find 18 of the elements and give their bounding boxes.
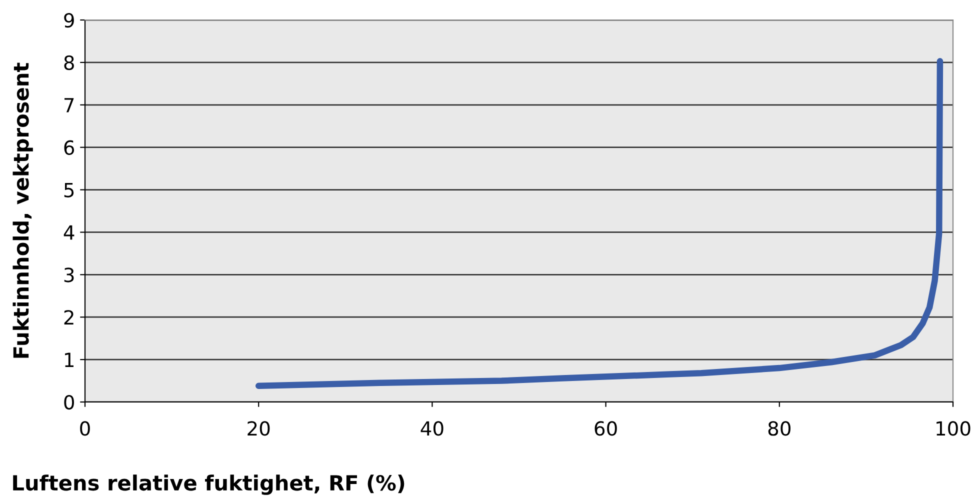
y-tick-label: 8 <box>64 55 74 70</box>
x-tick-label: 20 <box>248 421 270 436</box>
y-tick-label: 6 <box>64 140 74 155</box>
y-tick-label: 7 <box>64 98 74 112</box>
y-tick-label: 0 <box>64 394 74 410</box>
x-tick-label: 60 <box>594 421 617 436</box>
y-axis-title: Fuktinnhold, vektprosent <box>12 62 33 358</box>
x-tick-label: 40 <box>420 421 444 436</box>
y-tick-label: 3 <box>64 268 74 282</box>
x-axis-title: Luftens relative fuktighet, RF (%) <box>13 474 404 495</box>
x-tick-label: 100 <box>936 421 970 436</box>
y-tick-label: 2 <box>64 310 74 324</box>
x-tick-label: 80 <box>768 421 790 436</box>
x-tick-label: 0 <box>80 421 90 436</box>
y-tick-label: 5 <box>64 182 74 198</box>
y-tick-label: 9 <box>64 12 74 28</box>
y-tick-label: 1 <box>65 352 74 367</box>
y-tick-label: 4 <box>64 225 74 240</box>
